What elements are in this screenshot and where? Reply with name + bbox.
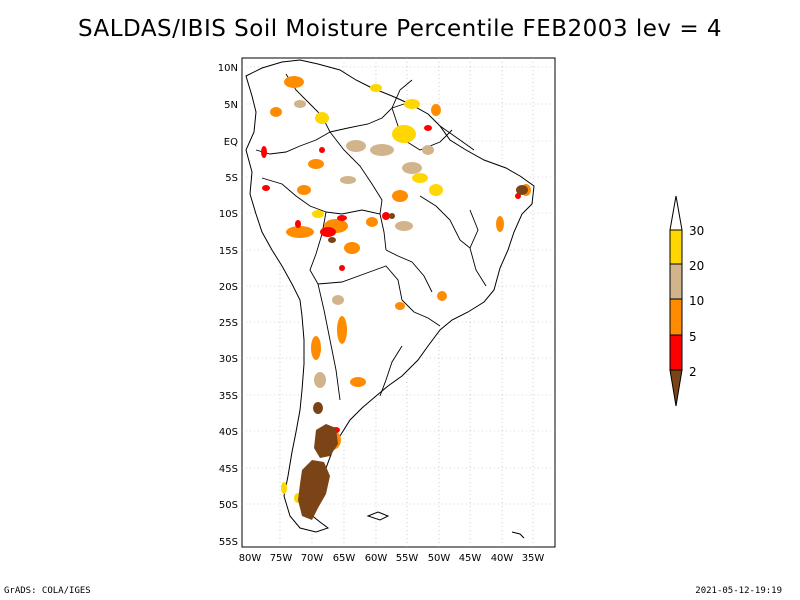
lat-label: 30S (219, 354, 238, 365)
legend-swatch-30 (669, 229, 683, 265)
continent-outline (245, 59, 535, 533)
lon-label: 50W (428, 553, 451, 564)
lat-label: 35S (219, 391, 238, 402)
lon-label: 35W (522, 553, 545, 564)
lat-label: 10S (219, 209, 238, 220)
lon-label: 40W (491, 553, 514, 564)
legend-swatch-10 (669, 298, 683, 336)
color-legend (669, 195, 683, 407)
lat-label: 40S (219, 427, 238, 438)
lon-label: 65W (333, 553, 356, 564)
lon-label: 75W (270, 553, 293, 564)
lon-label: 80W (239, 553, 262, 564)
legend-label: 2 (689, 365, 697, 379)
legend-above-triangle (669, 195, 683, 231)
legend-swatch-20 (669, 263, 683, 300)
lon-axis: 80W 75W 70W 65W 60W 55W 50W 45W 40W 35W (239, 553, 545, 564)
legend-below-triangle (669, 369, 683, 407)
lon-label: 55W (396, 553, 419, 564)
legend-label: 5 (689, 330, 697, 344)
lat-label: 15S (219, 246, 238, 257)
map-title: SALDAS/IBIS Soil Moisture Percentile FEB… (77, 16, 723, 42)
country-borders (255, 73, 487, 401)
footer-timestamp: 2021-05-12-19:19 (695, 586, 782, 596)
south-georgia (511, 531, 525, 539)
lat-label: 50S (219, 500, 238, 511)
moisture-patches (261, 76, 531, 520)
lat-label: 55S (219, 537, 238, 548)
falkland-islands (366, 511, 390, 521)
lat-label: 10N (218, 63, 238, 74)
lat-label: EQ (224, 137, 238, 148)
lat-label: 5S (225, 173, 238, 184)
legend-label: 30 (689, 224, 704, 238)
legend-swatch-5 (669, 334, 683, 371)
lon-label: 70W (301, 553, 324, 564)
lon-label: 45W (459, 553, 482, 564)
lat-label: 20S (219, 282, 238, 293)
lat-label: 45S (219, 464, 238, 475)
lon-label: 60W (365, 553, 388, 564)
footer-credit: GrADS: COLA/IGES (4, 586, 91, 596)
legend-labels: 30 20 10 5 2 (689, 224, 704, 379)
lat-label: 5N (224, 100, 238, 111)
legend-label: 10 (689, 294, 704, 308)
lat-label: 25S (219, 318, 238, 329)
plot-frame (241, 57, 556, 548)
legend-label: 20 (689, 259, 704, 273)
lat-axis: 10N 5N EQ 5S 10S 15S 20S 25S 30S 35S 40S… (218, 63, 238, 548)
